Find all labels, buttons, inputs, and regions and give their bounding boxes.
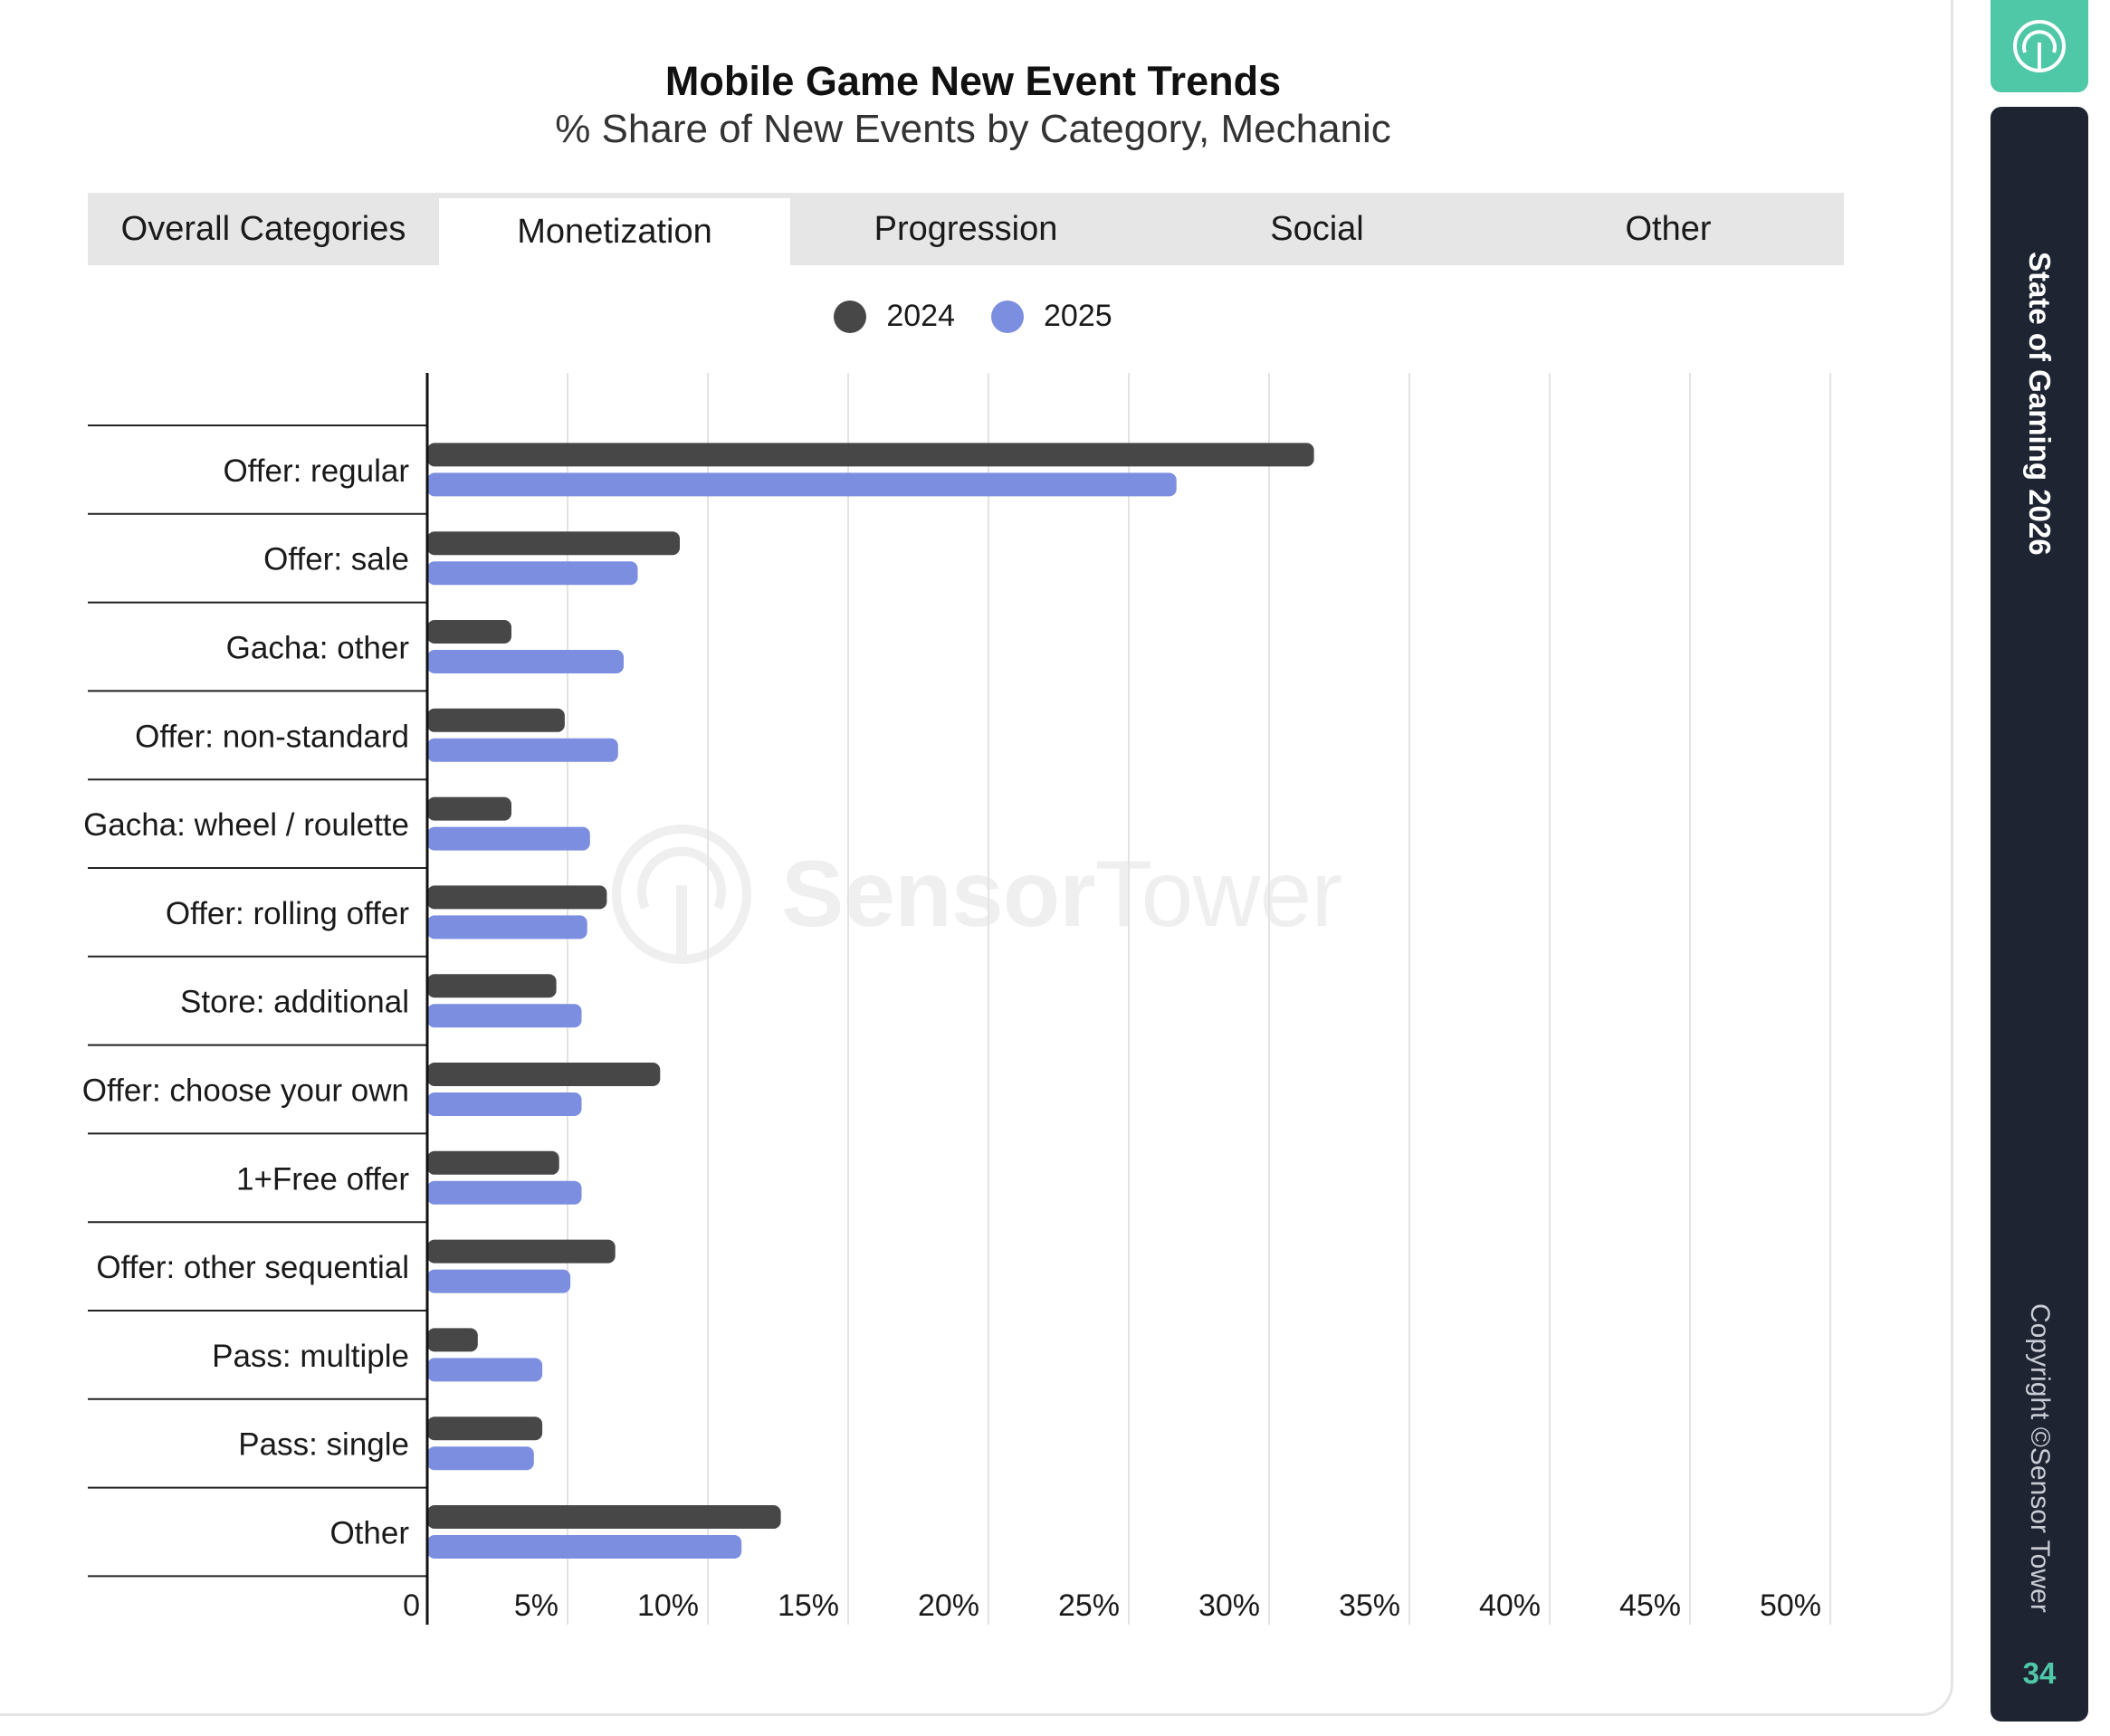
tab-overall-categories[interactable]: Overall Categories <box>88 193 439 265</box>
x-tick-label: 10% <box>637 1588 699 1623</box>
bar-2025-5 <box>427 826 590 851</box>
bar-2024-2 <box>427 531 680 556</box>
bar-2024-6 <box>427 885 607 910</box>
category-label: Gacha: other <box>226 631 410 666</box>
bar-2024-11 <box>427 1328 478 1352</box>
bar-2024-8 <box>427 1063 661 1086</box>
sensor-tower-logo-icon[interactable] <box>1991 0 2088 92</box>
bar-2024-7 <box>427 974 557 998</box>
bar-chart: Offer: regular Offer: sale Gacha: other Off… <box>82 373 1831 1625</box>
x-tick-label: 30% <box>1198 1588 1260 1623</box>
category-label: Pass: single <box>238 1427 409 1463</box>
chart-subtitle: % Share of New Events by Category, Mecha… <box>555 107 1391 151</box>
bar-2025-2 <box>427 561 638 586</box>
x-tick-label: 50% <box>1760 1588 1821 1623</box>
bar-2025-11 <box>427 1358 543 1382</box>
category-label: Gacha: wheel / roulette <box>83 807 409 843</box>
legend-swatch-2024 <box>834 300 867 333</box>
bar-2025-10 <box>427 1269 571 1293</box>
category-label: Offer: sale <box>263 542 409 577</box>
bar-2024-10 <box>427 1239 616 1264</box>
category-label: Offer: regular <box>223 453 409 489</box>
legend-label: 2025 <box>1044 299 1112 333</box>
tab-label: Progression <box>874 209 1058 248</box>
bar-2024-1 <box>427 443 1314 467</box>
tab-label: Overall Categories <box>120 209 406 248</box>
category-label: Pass: multiple <box>212 1339 409 1374</box>
bar-2024-5 <box>427 796 511 821</box>
tab-label: Other <box>1625 209 1712 248</box>
category-label: Offer: rolling offer <box>166 896 409 931</box>
category-label: 1+Free offer <box>236 1161 409 1197</box>
chart-legend: 2024 2025 <box>0 299 1946 334</box>
legend-swatch-2025 <box>991 300 1024 333</box>
tab-label: Monetization <box>517 212 712 251</box>
bar-2025-8 <box>427 1092 582 1116</box>
x-tick-label: 5% <box>514 1588 559 1623</box>
chart-title: Mobile Game New Event Trends <box>664 58 1282 104</box>
x-tick-label: 0 <box>403 1588 420 1623</box>
category-label: Store: additional <box>180 985 409 1020</box>
report-sidebar: State of Gaming 2026 Copyright ©Sensor T… <box>1991 107 2088 1722</box>
category-label: Offer: non-standard <box>135 719 409 754</box>
bar-2025-7 <box>427 1004 582 1028</box>
category-label: Other <box>329 1516 409 1551</box>
legend-label: 2024 <box>886 299 955 333</box>
x-tick-label: 15% <box>778 1588 839 1623</box>
x-tick-label: 45% <box>1619 1588 1681 1623</box>
tab-other[interactable]: Other <box>1493 193 1844 265</box>
tab-label: Social <box>1270 209 1364 248</box>
x-tick-label: 25% <box>1058 1588 1120 1623</box>
bar-2025-4 <box>427 738 618 762</box>
x-tick-label: 40% <box>1479 1588 1541 1623</box>
bar-2025-6 <box>427 915 587 940</box>
bar-2025-1 <box>427 472 1177 497</box>
bar-2024-3 <box>427 620 511 644</box>
tab-progression[interactable]: Progression <box>790 193 1141 265</box>
page-number: 34 <box>2022 1656 2057 1690</box>
report-title: State of Gaming 2026 <box>2023 252 2057 556</box>
logo-icon <box>2013 20 2066 72</box>
legend-item-2024[interactable]: 2024 <box>834 299 955 334</box>
copyright-text: Copyright ©Sensor Tower <box>2025 1303 2055 1613</box>
bar-2024-13 <box>427 1505 781 1529</box>
category-tabs: Overall Categories Monetization Progress… <box>88 193 1844 265</box>
x-tick-label: 35% <box>1339 1588 1400 1623</box>
bar-2024-9 <box>427 1150 559 1175</box>
bar-2024-12 <box>427 1416 543 1441</box>
chart-card <box>0 0 1953 1716</box>
bar-2025-12 <box>427 1446 534 1471</box>
category-label: Offer: other sequential <box>96 1250 409 1285</box>
x-tick-label: 20% <box>918 1588 979 1623</box>
tab-monetization[interactable]: Monetization <box>439 198 790 265</box>
category-label: Offer: choose your own <box>82 1073 409 1109</box>
legend-item-2025[interactable]: 2025 <box>991 299 1112 334</box>
bar-2024-4 <box>427 708 565 732</box>
tab-social[interactable]: Social <box>1141 193 1493 265</box>
bar-2025-9 <box>427 1180 582 1205</box>
bar-2025-3 <box>427 650 624 673</box>
bar-2025-13 <box>427 1535 742 1559</box>
